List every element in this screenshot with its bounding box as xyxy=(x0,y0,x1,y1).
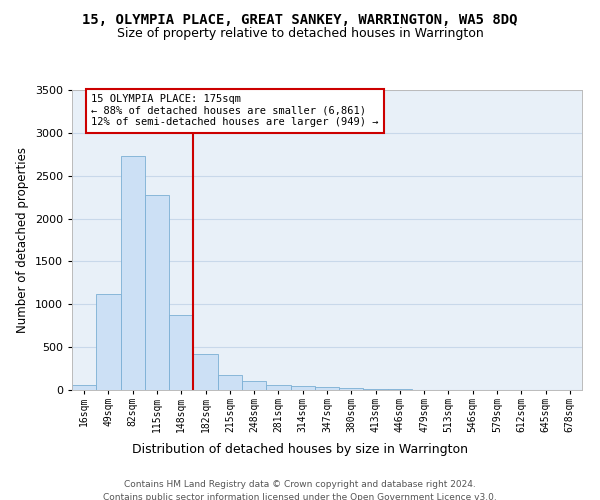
Text: Distribution of detached houses by size in Warrington: Distribution of detached houses by size … xyxy=(132,442,468,456)
Text: 15, OLYMPIA PLACE, GREAT SANKEY, WARRINGTON, WA5 8DQ: 15, OLYMPIA PLACE, GREAT SANKEY, WARRING… xyxy=(82,12,518,26)
Bar xyxy=(266,385,290,390)
Text: Size of property relative to detached houses in Warrington: Size of property relative to detached ho… xyxy=(116,28,484,40)
Text: Contains HM Land Registry data © Crown copyright and database right 2024.: Contains HM Land Registry data © Crown c… xyxy=(124,480,476,489)
Bar xyxy=(193,354,218,390)
Bar xyxy=(169,314,193,390)
Bar xyxy=(315,388,339,390)
Bar xyxy=(388,389,412,390)
Bar xyxy=(339,388,364,390)
Bar xyxy=(242,382,266,390)
Bar xyxy=(218,375,242,390)
Bar xyxy=(121,156,145,390)
Text: Contains public sector information licensed under the Open Government Licence v3: Contains public sector information licen… xyxy=(103,492,497,500)
Text: 15 OLYMPIA PLACE: 175sqm
← 88% of detached houses are smaller (6,861)
12% of sem: 15 OLYMPIA PLACE: 175sqm ← 88% of detach… xyxy=(91,94,379,128)
Bar xyxy=(364,388,388,390)
Y-axis label: Number of detached properties: Number of detached properties xyxy=(16,147,29,333)
Bar xyxy=(72,386,96,390)
Bar xyxy=(96,294,121,390)
Bar xyxy=(145,194,169,390)
Bar xyxy=(290,386,315,390)
